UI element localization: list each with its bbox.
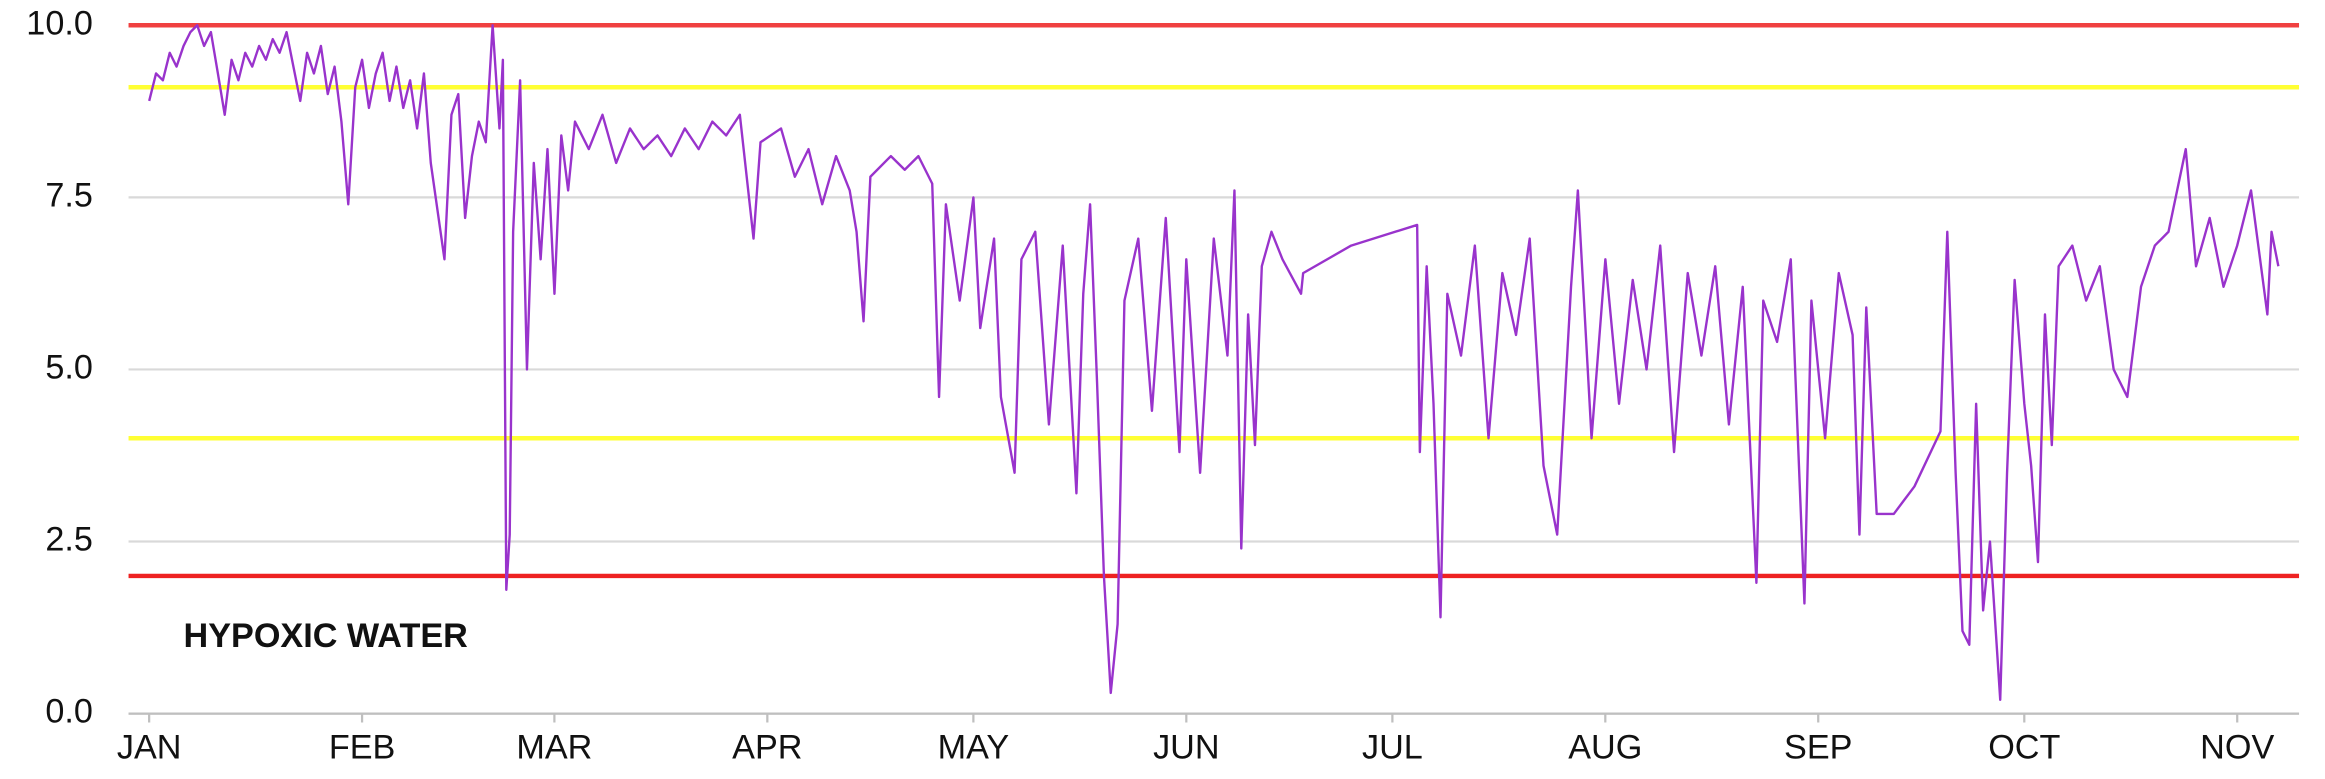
x-tick-label: FEB xyxy=(329,728,396,766)
x-tick-label: OCT xyxy=(1988,728,2060,766)
x-tick-label: JAN xyxy=(117,728,182,766)
x-tick-label: JUN xyxy=(1153,728,1219,766)
x-tick-label: JUL xyxy=(1362,728,1423,766)
annotation: HYPOXIC WATER xyxy=(184,617,468,655)
y-tick-label: 7.5 xyxy=(45,176,93,214)
x-tick-label: APR xyxy=(732,728,802,766)
x-tick-label: MAY xyxy=(938,728,1010,766)
x-tick-label: NOV xyxy=(2200,728,2274,766)
data-line xyxy=(148,24,2280,701)
y-tick-label: 5.0 xyxy=(45,348,93,386)
x-tick-label: AUG xyxy=(1568,728,1642,766)
y-tick-label: 0.0 xyxy=(45,693,93,731)
x-tick-label: SEP xyxy=(1784,728,1852,766)
x-tick-label: MAR xyxy=(516,728,592,766)
y-tick-label: 2.5 xyxy=(45,521,93,559)
y-tick-label: 10.0 xyxy=(26,4,93,42)
